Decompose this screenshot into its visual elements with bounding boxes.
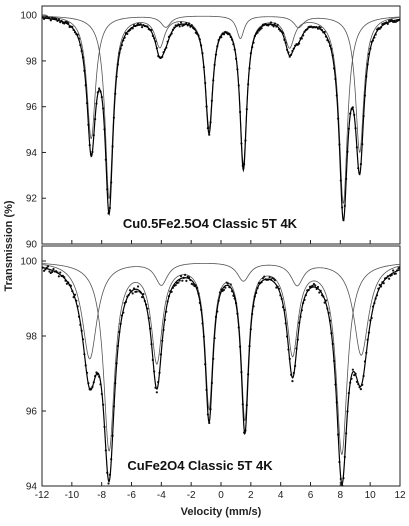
data-point — [185, 279, 188, 282]
data-point — [263, 275, 266, 278]
x-tick-label: 8 — [338, 490, 344, 501]
data-point — [179, 21, 183, 24]
y-tick-label: 98 — [26, 332, 38, 343]
data-point — [261, 277, 265, 280]
y-tick-label: 100 — [20, 11, 37, 22]
data-point — [174, 284, 177, 287]
x-tick-label: -12 — [35, 490, 50, 501]
data-point — [185, 21, 188, 25]
data-point — [222, 288, 226, 292]
data-point — [359, 388, 363, 391]
data-point — [312, 283, 316, 286]
x-tick-label: 0 — [218, 490, 224, 501]
data-point — [179, 275, 183, 278]
y-tick-label: 96 — [26, 102, 38, 113]
subspectrum-2-curve — [42, 262, 400, 360]
data-point — [318, 291, 321, 294]
data-point — [273, 279, 277, 282]
x-tick-label: 12 — [394, 490, 406, 501]
y-tick-label: 98 — [26, 56, 38, 67]
y-tick-label: 94 — [26, 148, 38, 159]
data-point — [48, 270, 51, 273]
data-point — [178, 25, 181, 28]
total-fit-curve — [42, 17, 400, 222]
data-point — [49, 19, 52, 22]
sample-label: CuFe2O4 Classic 5T 4K — [127, 458, 273, 473]
data-point — [136, 285, 140, 288]
data-point — [52, 267, 55, 271]
x-tick-label: -2 — [187, 490, 196, 501]
data-point — [224, 286, 227, 289]
data-point — [226, 282, 230, 285]
panel-frame — [41, 245, 401, 487]
x-tick-label: 6 — [308, 490, 314, 501]
data-point — [183, 273, 187, 276]
y-tick-label: 96 — [26, 407, 38, 418]
x-tick-label: 2 — [248, 490, 254, 501]
data-point — [353, 374, 356, 377]
x-tick-label: -6 — [127, 490, 136, 501]
data-point — [181, 279, 184, 282]
sample-label: Cu0.5Fe2.5O4 Classic 5T 4K — [123, 216, 298, 231]
shared-axes: -12 -10 -8 -6 -4 -2 0 2 4 6 8 10 12 Velocity (mm/s) Tr… — [3, 200, 406, 518]
panel-frame — [41, 5, 401, 245]
y-tick-label: 90 — [26, 240, 38, 251]
y-tick-label: 94 — [26, 482, 38, 493]
y-axis-title: Transmission (%) — [3, 200, 15, 291]
x-tick-label: -10 — [65, 490, 80, 501]
y-tick-label: 92 — [26, 194, 38, 205]
data-point — [388, 277, 391, 280]
data-point — [272, 25, 275, 28]
bottom-panel: 94 96 98 100 CuFe2O4 Classic 5T 4K — [20, 245, 401, 493]
data-point — [392, 269, 395, 272]
top-panel: 90 92 94 96 98 100 Cu0.5Fe2.5O4 Classic 5T 4K — [20, 5, 401, 251]
data-point — [155, 391, 158, 394]
data-point — [229, 283, 232, 286]
data-point — [42, 269, 46, 272]
y-tick-label: 100 — [20, 257, 37, 268]
data-point — [59, 271, 62, 274]
x-tick-label: 10 — [365, 490, 377, 501]
plot-area — [42, 15, 400, 222]
data-point — [276, 23, 279, 26]
data-point — [351, 368, 354, 371]
x-tick-label: 4 — [278, 490, 284, 501]
plot-area — [42, 262, 400, 486]
data-point — [398, 266, 400, 269]
x-tick-label: -8 — [97, 490, 106, 501]
data-point — [291, 380, 294, 383]
data-point — [268, 276, 271, 279]
data-point — [57, 275, 60, 278]
total-fit-curve — [42, 266, 400, 486]
data-point — [314, 284, 317, 287]
data-point — [394, 272, 397, 275]
data-point — [51, 270, 54, 274]
x-tick-label: -4 — [157, 490, 166, 501]
data-point — [192, 283, 195, 286]
data-point — [135, 290, 138, 293]
data-point — [140, 26, 144, 29]
data-point — [131, 292, 134, 295]
subspectrum-2-curve — [42, 15, 400, 153]
data-point — [107, 482, 110, 485]
data-point — [272, 277, 275, 280]
data-point — [47, 265, 50, 268]
data-point — [311, 284, 314, 287]
data-point — [128, 289, 132, 292]
data-point — [177, 281, 180, 284]
data-point — [45, 15, 48, 18]
data-point — [269, 21, 273, 24]
data-point — [273, 22, 277, 25]
x-axis-title: Velocity (mm/s) — [181, 506, 262, 518]
data-point — [187, 22, 191, 25]
data-point — [319, 26, 322, 29]
